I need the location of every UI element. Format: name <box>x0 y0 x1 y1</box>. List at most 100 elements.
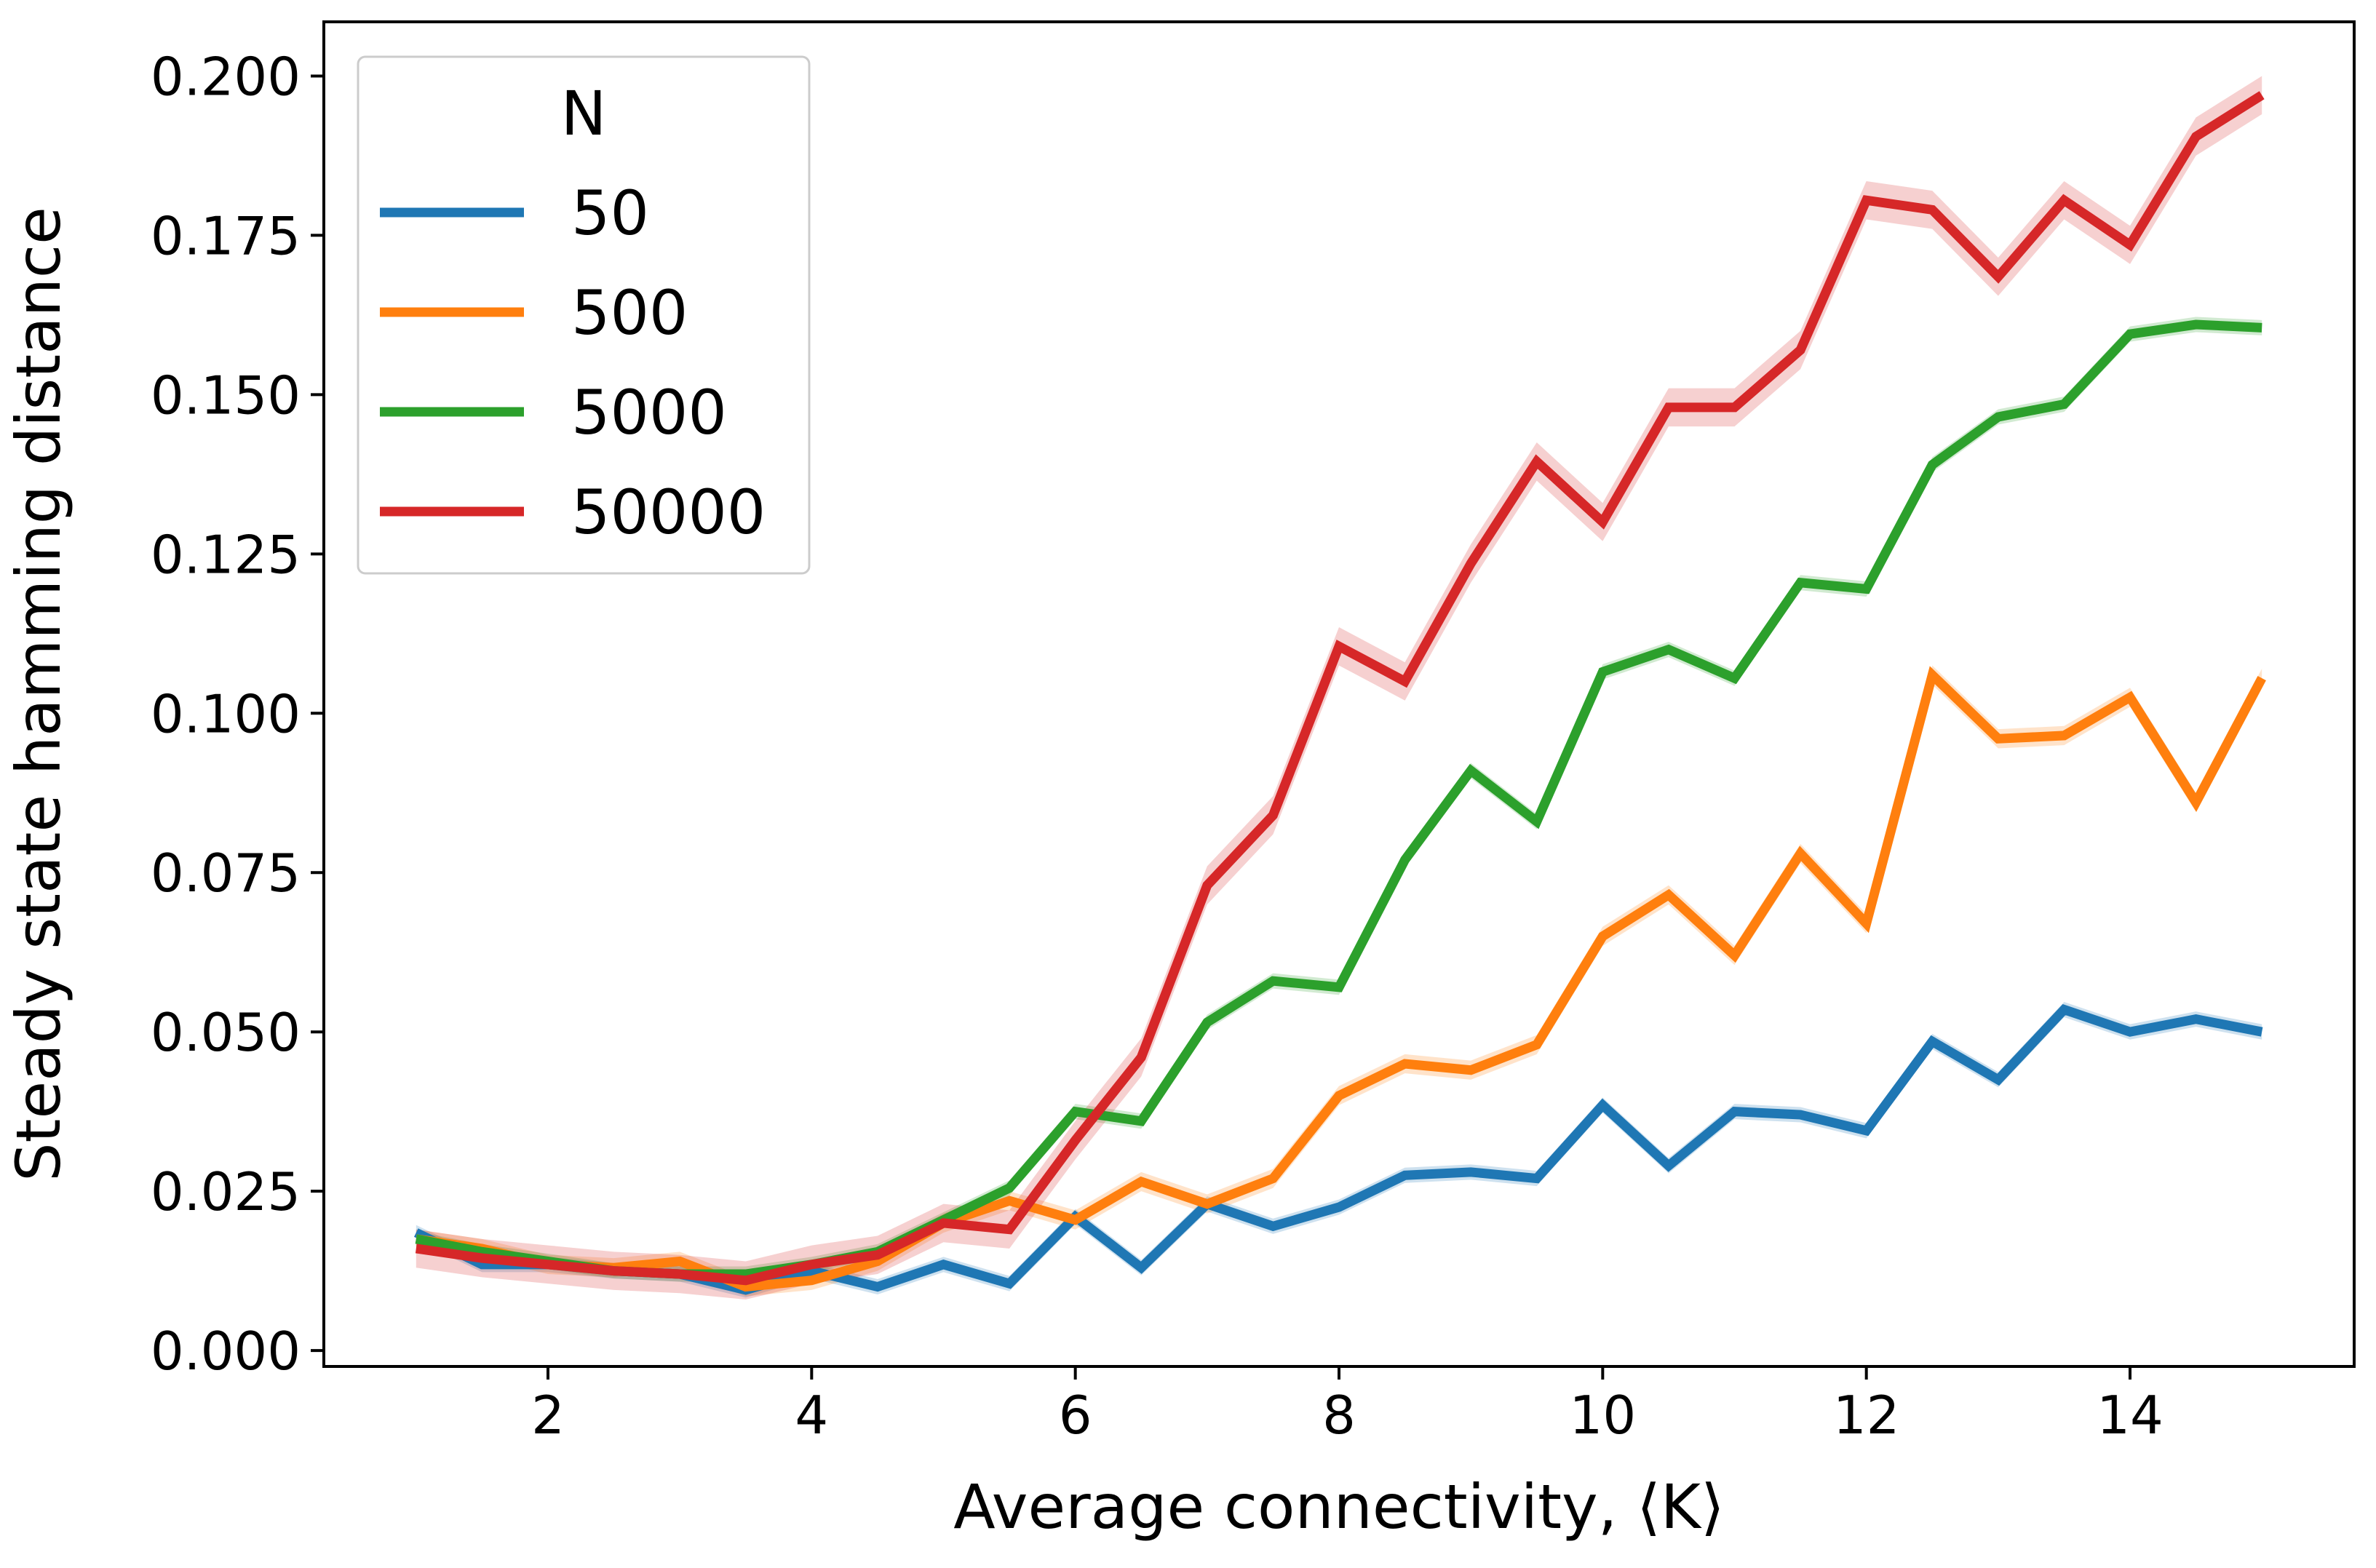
data-point-50 <box>1796 1110 1805 1119</box>
data-point-50000 <box>1598 518 1607 527</box>
data-point-50000 <box>1731 403 1739 412</box>
data-point-50 <box>1533 1174 1541 1183</box>
data-point-50000 <box>2257 91 2266 100</box>
data-point-50 <box>2257 1027 2266 1036</box>
x-axis-ticks: 2 4 6 8 10 12 14 <box>531 1366 2164 1446</box>
data-point-5000 <box>1598 667 1607 676</box>
data-point-500 <box>2126 693 2134 701</box>
data-point-500 <box>1533 1040 1541 1049</box>
data-point-50000 <box>1796 346 1805 354</box>
x-tick-label: 8 <box>1322 1385 1356 1446</box>
data-point-50 <box>1862 1126 1871 1135</box>
data-point-500 <box>1335 1091 1343 1100</box>
data-point-500 <box>807 1276 816 1285</box>
data-point-50000 <box>1137 1053 1145 1062</box>
series-line-50 <box>413 1004 2263 1295</box>
data-point-500 <box>2257 674 2266 682</box>
y-tick-label: 0.100 <box>151 683 301 744</box>
data-point-50000 <box>477 1254 486 1262</box>
data-point-50000 <box>939 1219 947 1227</box>
data-point-50 <box>2192 1015 2201 1024</box>
data-point-5000 <box>1005 1184 1014 1193</box>
y-tick-label: 0.025 <box>151 1161 301 1222</box>
data-point-5000 <box>1664 645 1673 654</box>
y-tick-label: 0.125 <box>151 524 301 585</box>
data-point-500 <box>1137 1177 1145 1186</box>
data-point-500 <box>2192 798 2201 807</box>
data-point-50000 <box>675 1270 684 1278</box>
y-tick-label: 0.000 <box>151 1321 301 1382</box>
data-point-500 <box>1796 849 1805 858</box>
data-point-50000 <box>1071 1136 1080 1145</box>
data-point-50 <box>1335 1203 1343 1211</box>
data-point-50 <box>1401 1171 1410 1179</box>
y-axis-ticks: 0.000 0.025 0.050 0.075 0.100 0.125 0.150 0.175… <box>151 46 324 1382</box>
data-point-500 <box>1401 1059 1410 1068</box>
data-point-500 <box>1071 1216 1080 1225</box>
band-50 <box>416 1002 2262 1298</box>
data-point-5000 <box>2192 320 2201 329</box>
data-point-50000 <box>1268 811 1277 819</box>
data-point-50000 <box>610 1267 619 1276</box>
y-tick-label: 0.150 <box>151 365 301 426</box>
data-point-50000 <box>1466 559 1475 568</box>
x-tick-label: 10 <box>1570 1385 1637 1446</box>
x-axis-label: Average connectivity, ⟨K⟩ <box>953 1471 1725 1543</box>
data-point-5000 <box>412 1235 421 1243</box>
y-tick-label: 0.200 <box>151 46 301 107</box>
data-point-500 <box>1862 919 1871 928</box>
data-point-50000 <box>1994 272 2003 281</box>
x-tick-label: 14 <box>2097 1385 2164 1446</box>
data-point-50 <box>1005 1279 1014 1288</box>
data-point-50000 <box>1533 457 1541 466</box>
y-tick-label: 0.075 <box>151 843 301 904</box>
data-point-50000 <box>873 1251 882 1259</box>
data-point-50000 <box>807 1260 816 1269</box>
data-point-50000 <box>2059 196 2068 204</box>
data-point-50000 <box>544 1260 552 1269</box>
data-point-5000 <box>2059 399 2068 408</box>
data-point-5000 <box>1203 1018 1212 1027</box>
data-point-5000 <box>1335 983 1343 992</box>
data-point-50 <box>1994 1075 2003 1084</box>
data-point-500 <box>1466 1066 1475 1075</box>
series-lines <box>412 91 2266 1295</box>
y-tick-label: 0.175 <box>151 205 301 266</box>
legend-label: 5000 <box>571 377 727 448</box>
series-line-50000 <box>415 91 2265 1286</box>
data-point-50000 <box>2126 241 2134 250</box>
data-point-50000 <box>1862 196 1871 204</box>
data-point-500 <box>1598 932 1607 941</box>
legend: N 50 500 5000 50000 <box>357 55 811 575</box>
data-point-50000 <box>742 1276 750 1285</box>
data-point-50000 <box>1335 642 1343 650</box>
data-point-5000 <box>1466 766 1475 775</box>
data-point-5000 <box>1731 674 1739 682</box>
data-point-5000 <box>1268 976 1277 985</box>
data-point-50 <box>939 1260 947 1269</box>
band-50000 <box>416 76 2262 1300</box>
data-point-500 <box>1731 951 1739 960</box>
data-point-50000 <box>1401 677 1410 685</box>
data-point-50000 <box>2192 132 2201 141</box>
legend-box <box>357 55 811 575</box>
data-point-50000 <box>1664 403 1673 412</box>
legend-label: 50 <box>571 178 649 249</box>
data-point-500 <box>2059 731 2068 740</box>
data-point-50000 <box>1928 205 1936 214</box>
data-point-50 <box>1598 1101 1607 1110</box>
data-point-500 <box>1203 1200 1212 1209</box>
data-point-5000 <box>1401 856 1410 864</box>
legend-label: 50000 <box>571 477 766 548</box>
data-point-50000 <box>412 1244 421 1253</box>
data-point-5000 <box>1796 578 1805 587</box>
data-point-5000 <box>1071 1107 1080 1116</box>
data-point-500 <box>1928 671 1936 680</box>
data-point-500 <box>675 1257 684 1265</box>
y-tick-label: 0.050 <box>151 1002 301 1063</box>
x-tick-label: 2 <box>531 1385 565 1446</box>
legend-label: 500 <box>571 277 688 349</box>
data-point-50 <box>1466 1168 1475 1177</box>
data-point-5000 <box>2257 323 2266 332</box>
